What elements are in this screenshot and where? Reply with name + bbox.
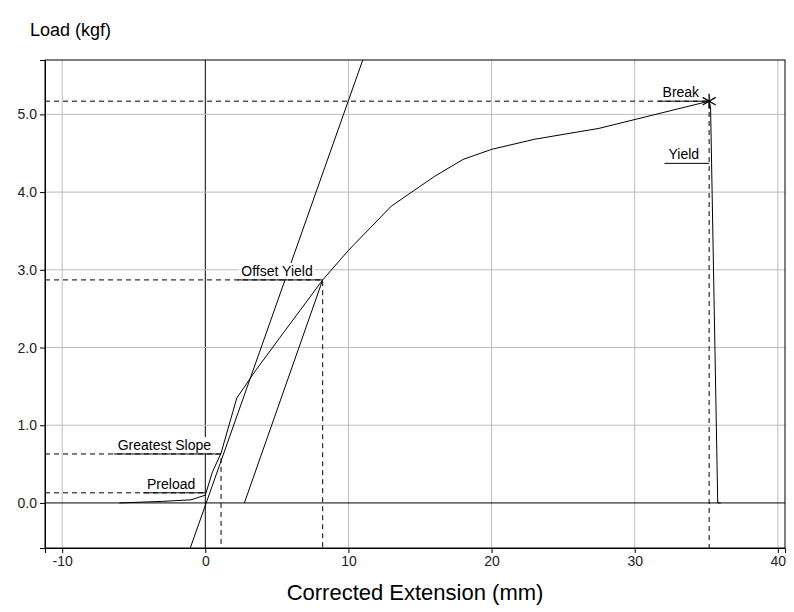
y-tick: 5.0 xyxy=(18,106,45,122)
data-line xyxy=(190,60,362,548)
grid-line-y xyxy=(45,192,785,193)
annotation: Break xyxy=(659,84,710,101)
grid-line-y xyxy=(45,425,785,426)
guide-line xyxy=(45,280,323,548)
annotation-label: Greatest Slope xyxy=(118,437,212,453)
y-tick-mark xyxy=(40,192,45,193)
y-tick-label: 4.0 xyxy=(18,184,38,200)
plot-frame xyxy=(45,60,785,548)
annotation-underline xyxy=(659,101,710,102)
x-tick-label: 20 xyxy=(484,553,500,569)
annotation-label: Preload xyxy=(147,476,195,492)
y-axis: 0.0 1.0 2.0 3.0 4.0 5.0 xyxy=(18,61,46,549)
annotation-background xyxy=(239,263,314,279)
y-tick-mark xyxy=(40,114,45,115)
y-tick-mark xyxy=(40,348,45,349)
x-tick: 20 xyxy=(484,548,500,569)
grid-line-x xyxy=(777,60,778,548)
y-tick-label: 0.0 xyxy=(18,495,38,511)
grid-line-x xyxy=(348,60,349,548)
annotation-underline xyxy=(114,453,221,454)
y-tick-label: 2.0 xyxy=(18,339,38,355)
grid-line-y xyxy=(45,502,785,503)
x-tick: 10 xyxy=(341,548,357,569)
annotation-background xyxy=(116,437,214,453)
x-tick: 30 xyxy=(627,548,643,569)
annotations: Break Yield Offset Yield Greatest Slope Prel… xyxy=(114,84,709,493)
guide-line xyxy=(45,492,205,493)
annotation: Offset Yield xyxy=(237,263,322,280)
x-tick-label: 40 xyxy=(771,553,787,569)
grid-line-x xyxy=(634,60,635,548)
x-axis-title: Corrected Extension (mm) xyxy=(287,580,544,605)
grid xyxy=(45,60,785,548)
annotation-label: Break xyxy=(663,84,701,100)
x-tick-label: 10 xyxy=(341,553,357,569)
y-tick: 2.0 xyxy=(18,339,45,355)
y-tick-label: 3.0 xyxy=(18,262,38,278)
annotation-label: Offset Yield xyxy=(241,263,312,279)
guide-line xyxy=(45,454,221,548)
y-tick: 3.0 xyxy=(18,262,45,278)
x-tick: -10 xyxy=(53,548,73,569)
y-tick-mark xyxy=(40,425,45,426)
annotation: Yield xyxy=(665,146,710,163)
data-line xyxy=(244,280,322,503)
annotation-background xyxy=(661,84,703,100)
y-axis-line xyxy=(40,61,46,549)
annotation: Greatest Slope xyxy=(114,437,221,454)
y-tick-label: 5.0 xyxy=(18,106,38,122)
grid-line-y xyxy=(45,269,785,270)
guide-line xyxy=(45,101,709,548)
grid-line-x xyxy=(62,60,63,548)
y-tick-mark xyxy=(40,270,45,271)
y-tick-label: 1.0 xyxy=(18,417,38,433)
x-tick-label: 0 xyxy=(202,553,210,569)
annotation-underline xyxy=(665,163,710,164)
annotation-underline xyxy=(143,492,205,493)
annotation-underline xyxy=(237,279,322,280)
annotation: Preload xyxy=(143,476,205,493)
y-tick: 0.0 xyxy=(18,495,45,511)
y-tick: 1.0 xyxy=(18,417,45,433)
x-tick: 0 xyxy=(202,548,210,569)
x-axis-line xyxy=(46,549,786,554)
chart: Load (kgf) -10 0 10 20 30 40 0.0 1.0 2.0 3.0 4.0 5.0… xyxy=(0,0,794,612)
x-axis: -10 0 10 20 30 40 xyxy=(46,548,787,569)
grid-line-x xyxy=(205,60,206,548)
grid-line-y xyxy=(45,347,785,348)
annotation-background xyxy=(667,146,702,162)
y-tick-mark xyxy=(40,503,45,504)
y-tick: 4.0 xyxy=(18,184,45,200)
annotation-background xyxy=(145,476,197,492)
grid-line-x xyxy=(491,60,492,548)
annotation-label: Yield xyxy=(669,146,700,162)
grid-line-y xyxy=(45,114,785,115)
chart-title: Load (kgf) xyxy=(30,20,111,40)
x-tick-label: -10 xyxy=(53,553,73,569)
plot-area xyxy=(45,60,721,548)
x-tick-label: 30 xyxy=(627,553,643,569)
x-tick: 40 xyxy=(771,548,787,569)
